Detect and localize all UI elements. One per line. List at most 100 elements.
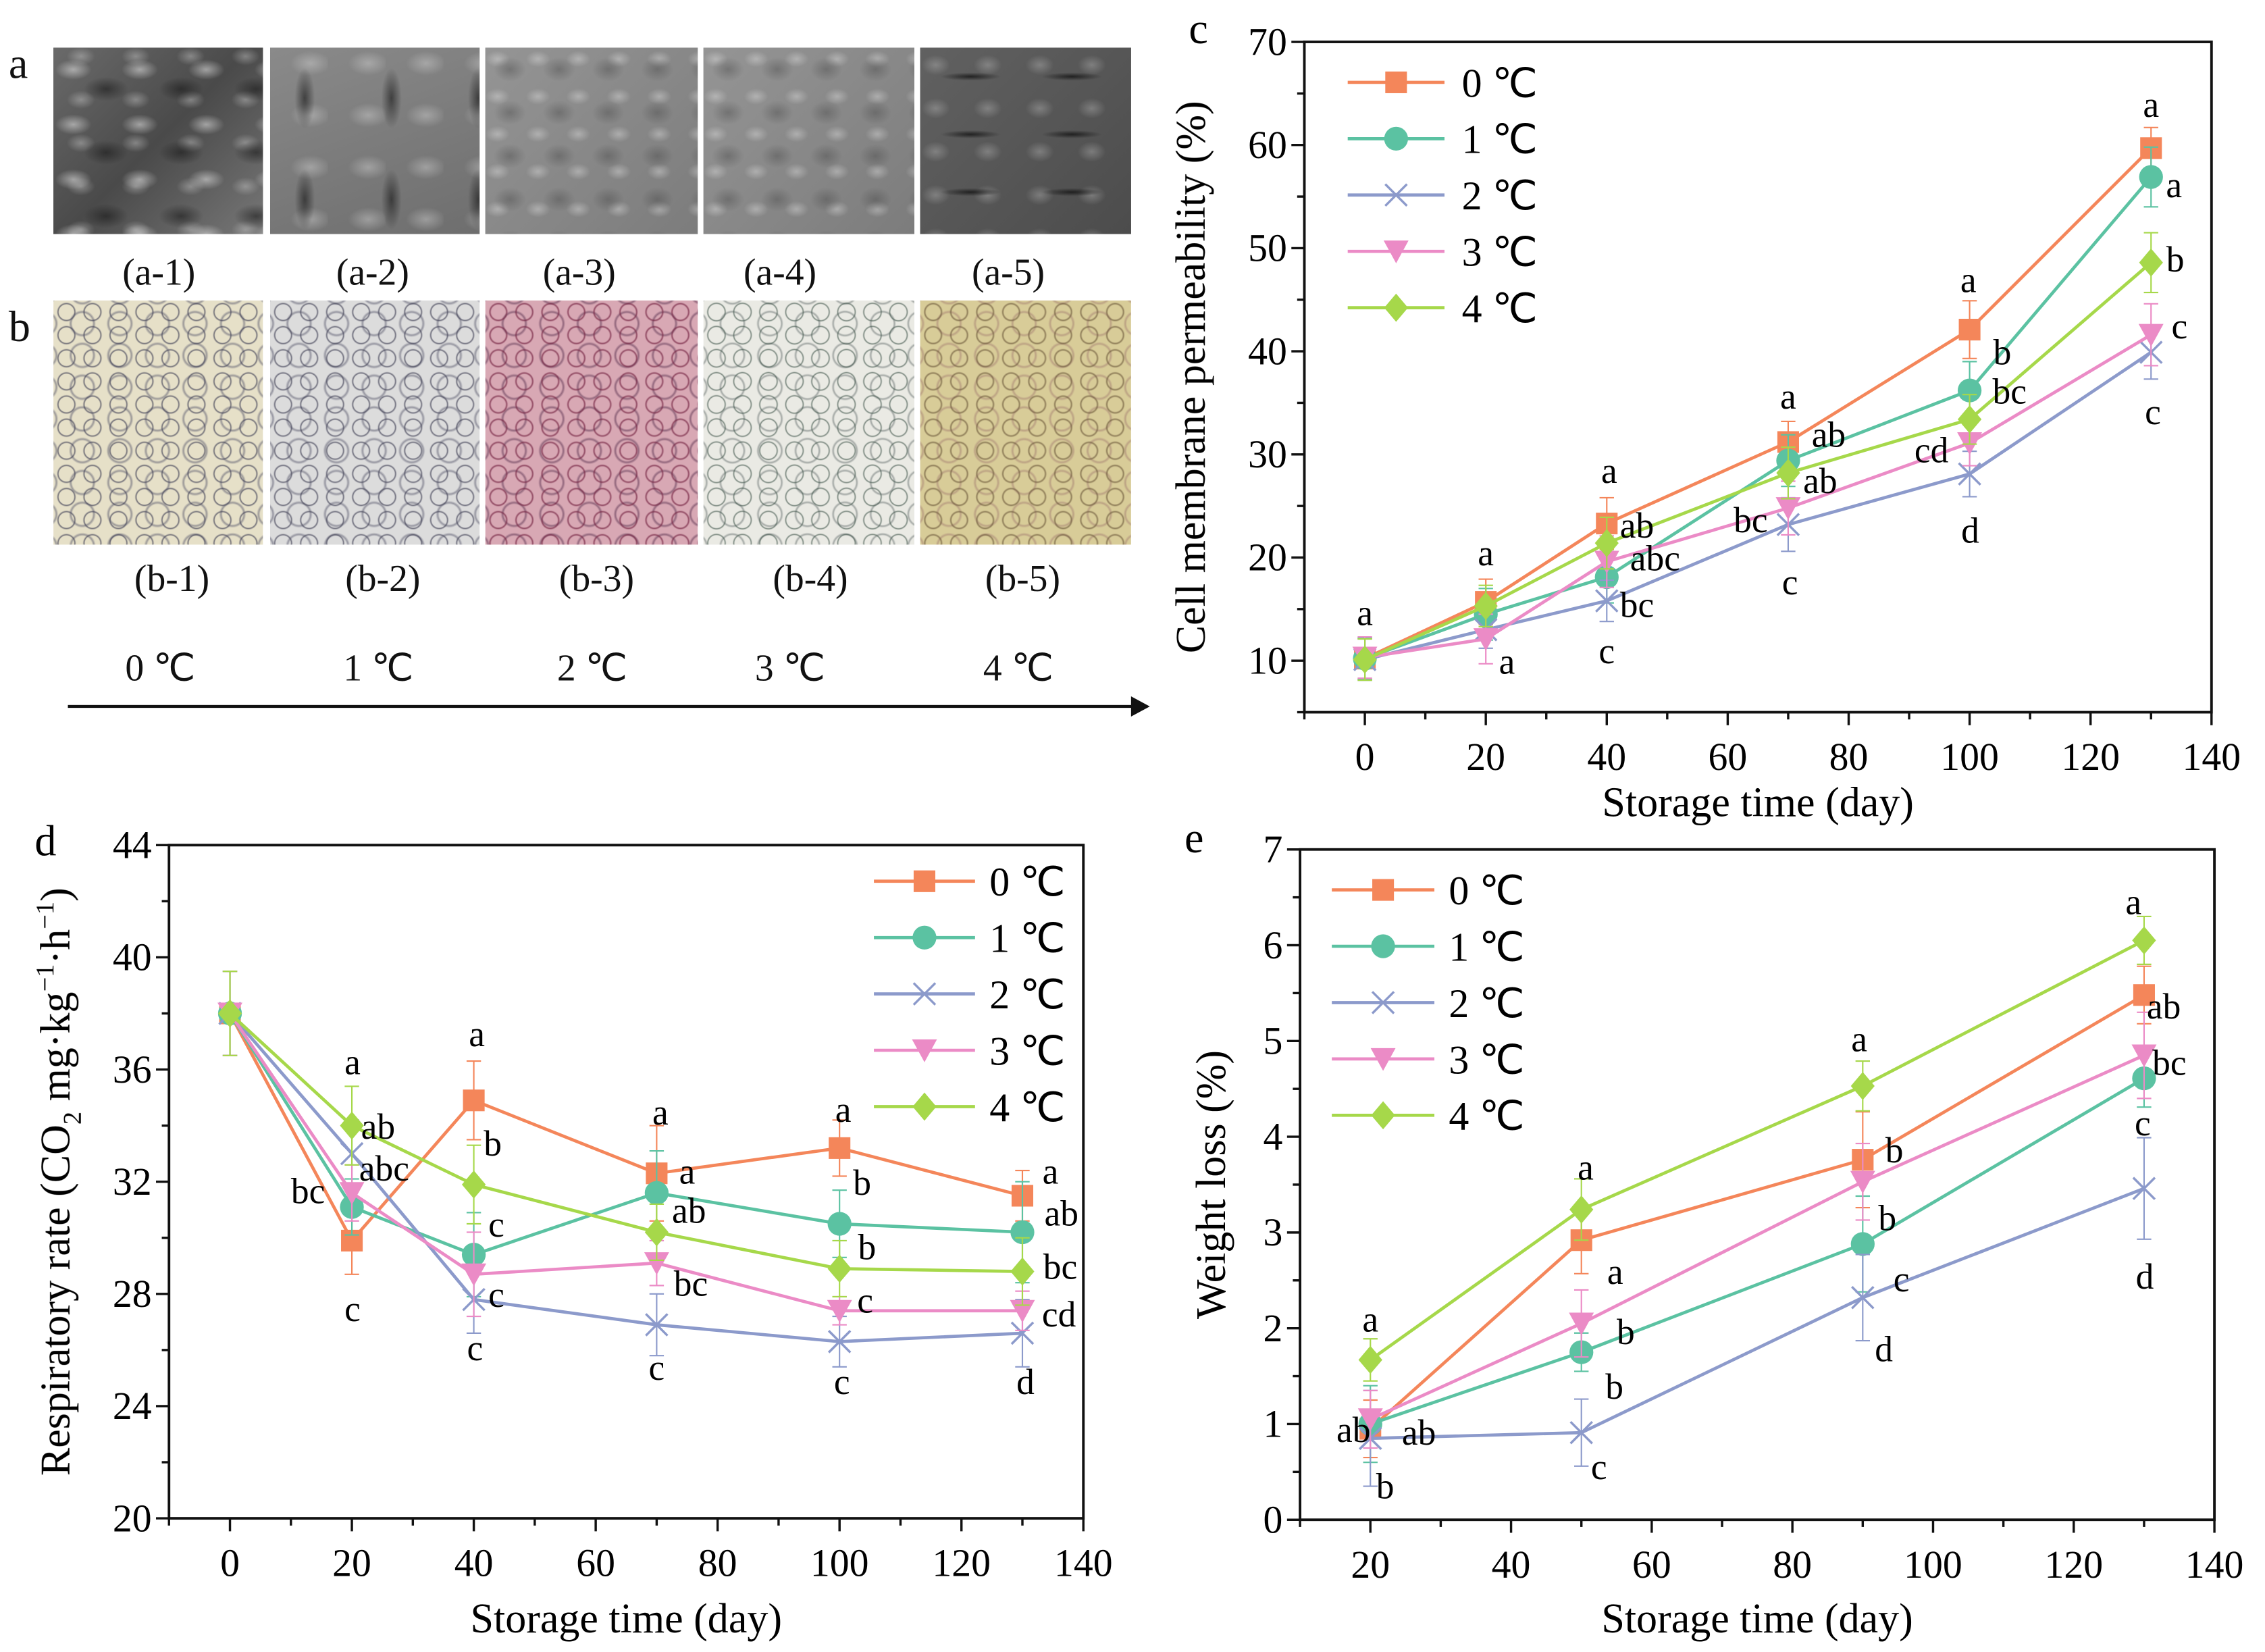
y-tick-label: 60	[1248, 124, 1287, 167]
significance-letter: a	[1601, 450, 1617, 491]
y-tick-label: 40	[113, 937, 152, 979]
significance-letter: ab	[1620, 505, 1654, 546]
legend-label: 0 ℃	[989, 860, 1065, 904]
x-axis-label: Storage time (day)	[1602, 780, 1914, 826]
temperature-arrow	[68, 704, 1137, 708]
series-line	[228, 1012, 1022, 1313]
temperature-label-2: 2 ℃	[556, 647, 628, 690]
y-axis-label-part: mg·kg	[33, 991, 79, 1111]
y-axis-label: Cell membrane permeability (%)	[1168, 101, 1214, 653]
data-point	[461, 1263, 487, 1287]
significance-letter: ab	[361, 1106, 395, 1147]
legend-marker	[1384, 293, 1408, 322]
x-tick-label: 140	[2182, 736, 2241, 779]
data-point	[2132, 1177, 2156, 1200]
data-point	[644, 1218, 669, 1247]
significance-letter: b	[853, 1162, 871, 1203]
series-line	[1364, 261, 2152, 661]
y-axis-label-part: −1	[31, 902, 59, 929]
legend-label: 1 ℃	[1449, 925, 1524, 969]
x-tick-label: 80	[1829, 736, 1869, 779]
data-point	[461, 1170, 486, 1199]
caption-a-4: (a-4)	[744, 251, 817, 294]
legend-item: 0 ℃	[1347, 61, 1538, 105]
series-line	[228, 1012, 1023, 1273]
significance-letter: ab	[1045, 1193, 1078, 1234]
chart-e-weight-loss: e 20 40 60 80 100 120 140 0 1 2 3 4 5 6 7 Storage time (…	[1184, 814, 2243, 1642]
significance-letter: bc	[2152, 1043, 2186, 1083]
panel-letter-a: a	[8, 40, 28, 88]
micrograph-b-5	[920, 300, 1131, 545]
x-axis-label: Storage time (day)	[1601, 1596, 1913, 1642]
sem-image-a-5	[920, 47, 1131, 234]
data-point	[1569, 1312, 1594, 1336]
significance-letter: d	[1961, 511, 1979, 551]
legend-label: 4 ℃	[1462, 286, 1538, 331]
legend-marker	[912, 925, 937, 950]
caption-b-3: (b-3)	[558, 557, 634, 600]
significance-letter: bc	[291, 1170, 325, 1211]
significance-letter: ab	[2147, 986, 2181, 1027]
data-point	[1473, 628, 1499, 651]
data-point	[1850, 1072, 1875, 1100]
legend-item: 1 ℃	[1347, 118, 1538, 162]
data-point	[2139, 165, 2163, 189]
y-tick-label: 24	[113, 1385, 152, 1428]
data-point	[1594, 529, 1619, 557]
x-tick-label: 20	[1351, 1544, 1390, 1586]
significance-letter: c	[2135, 1103, 2151, 1143]
significance-letter: d	[2136, 1256, 2154, 1297]
data-point	[340, 1111, 364, 1140]
legend-marker	[1385, 71, 1407, 93]
significance-letter: c	[2171, 306, 2187, 346]
x-tick-label: 40	[1492, 1544, 1531, 1586]
significance-letter: a	[469, 1014, 485, 1054]
x-tick-label: 120	[2044, 1544, 2103, 1586]
legend-label: 4 ℃	[989, 1085, 1065, 1130]
significance-letter: bc	[674, 1263, 708, 1303]
legend-label: 3 ℃	[989, 1029, 1065, 1073]
data-point	[829, 1137, 851, 1159]
series-line	[1364, 351, 2152, 661]
y-axis-label-part: 2	[59, 1112, 87, 1125]
micrograph-b-4	[703, 300, 914, 545]
significance-letter: ab	[1336, 1410, 1370, 1450]
series-3	[1357, 1011, 2157, 1449]
series-2	[218, 971, 1035, 1368]
series-3	[217, 971, 1035, 1331]
legend-item: 4 ℃	[1332, 1094, 1525, 1139]
legend-item: 2 ℃	[1347, 174, 1538, 218]
legend-item: 3 ℃	[1347, 230, 1538, 275]
series-line	[1364, 176, 2153, 661]
legend-marker	[1371, 934, 1395, 958]
series-line	[1370, 1187, 2145, 1441]
significance-letter: a	[652, 1092, 669, 1133]
significance-letter: c	[649, 1347, 665, 1388]
series-1	[217, 971, 1035, 1298]
data-point	[827, 1254, 852, 1283]
series-line	[1364, 333, 2152, 659]
x-tick-label: 120	[2061, 736, 2120, 779]
data-point	[463, 1089, 485, 1112]
y-tick-label: 3	[1264, 1212, 1283, 1254]
legend-marker	[913, 870, 936, 892]
legend-marker	[1370, 1048, 1396, 1071]
data-point	[1474, 592, 1498, 621]
x-tick-label: 60	[576, 1543, 615, 1585]
significance-letter: a	[2143, 84, 2159, 125]
x-tick-label: 40	[1587, 736, 1626, 779]
y-tick-label: 5	[1264, 1021, 1283, 1063]
significance-letter: bc	[1043, 1247, 1077, 1287]
x-tick-label: 100	[810, 1543, 869, 1585]
legend-marker	[912, 982, 937, 1006]
significance-letter: c	[1782, 562, 1798, 602]
significance-letter: abc	[1630, 538, 1680, 579]
significance-letter: ab	[1803, 461, 1837, 501]
y-tick-label: 0	[1264, 1499, 1283, 1541]
sem-image-a-3	[485, 47, 698, 234]
data-point	[1957, 405, 1982, 434]
legend-marker	[1383, 240, 1409, 263]
temperature-label-1: 1 ℃	[343, 647, 414, 690]
significance-letter: b	[858, 1227, 876, 1267]
significance-letter: bc	[1992, 371, 2026, 411]
